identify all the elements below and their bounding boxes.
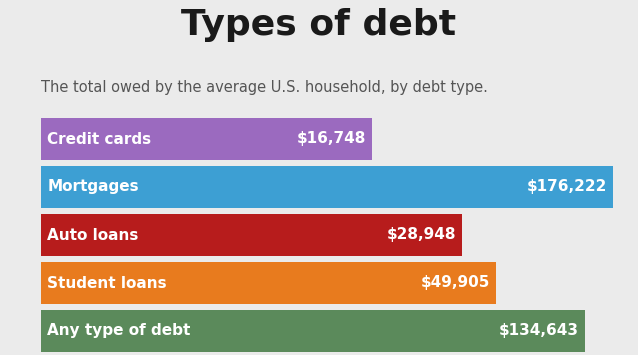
Text: Types of debt: Types of debt — [181, 8, 457, 42]
Text: Any type of debt: Any type of debt — [47, 323, 191, 339]
Text: $49,905: $49,905 — [421, 275, 490, 290]
Text: $28,948: $28,948 — [387, 228, 456, 242]
Text: $134,643: $134,643 — [499, 323, 579, 339]
Text: Mortgages: Mortgages — [47, 180, 139, 195]
Text: Auto loans: Auto loans — [47, 228, 139, 242]
Text: Credit cards: Credit cards — [47, 131, 152, 147]
FancyBboxPatch shape — [41, 214, 462, 256]
Text: $16,748: $16,748 — [297, 131, 366, 147]
FancyBboxPatch shape — [41, 310, 585, 352]
FancyBboxPatch shape — [41, 118, 372, 160]
Text: $176,222: $176,222 — [526, 180, 607, 195]
FancyBboxPatch shape — [41, 166, 613, 208]
Text: The total owed by the average U.S. household, by debt type.: The total owed by the average U.S. house… — [41, 80, 488, 95]
FancyBboxPatch shape — [41, 262, 496, 304]
Text: Student loans: Student loans — [47, 275, 167, 290]
